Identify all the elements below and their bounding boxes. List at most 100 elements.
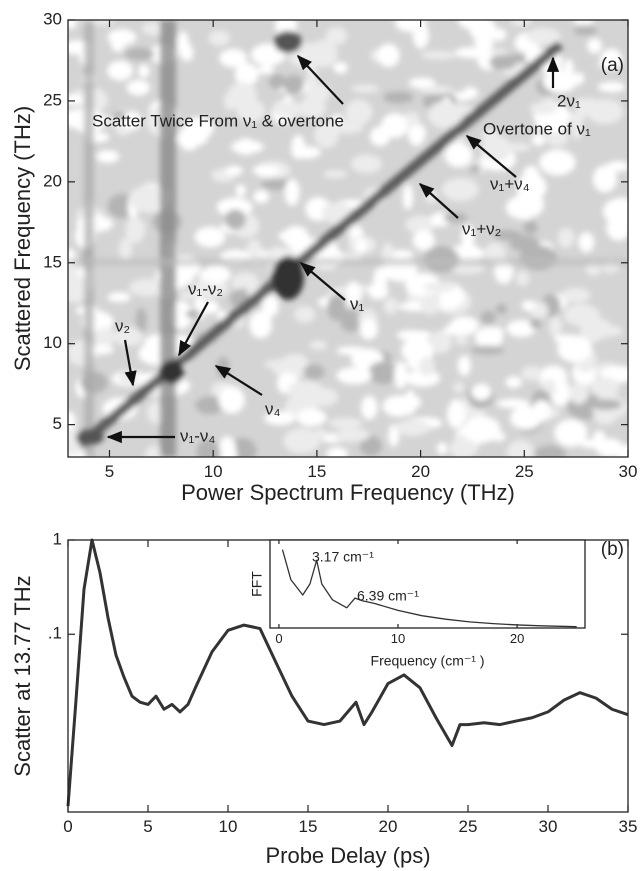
contour-blob [532, 400, 552, 422]
x-axis-label: Frequency (cm⁻¹ ) [371, 653, 485, 669]
x-tick-label: 20 [411, 462, 430, 481]
contour-blob [377, 43, 400, 68]
x-tick-label: 0 [63, 817, 72, 836]
x-axis-label: Probe Delay (ps) [265, 843, 430, 868]
contour-blob [334, 123, 353, 133]
annotation: ν₁+ν₂ [462, 219, 501, 238]
contour-blob [333, 61, 348, 74]
contour-blob [546, 130, 569, 147]
contour-ridge [76, 41, 564, 449]
contour-blob [299, 95, 327, 119]
annotation: Overtone of ν₁ [483, 119, 591, 138]
x-tick-label: 30 [539, 817, 558, 836]
contour-blob [589, 399, 622, 410]
contour-blob [597, 81, 626, 93]
arrow [299, 262, 346, 301]
data-line [281, 549, 577, 628]
contour-blob [208, 30, 231, 46]
contour-blob [505, 195, 540, 220]
y-tick-label: 15 [43, 252, 62, 271]
annotation: ν₄ [265, 399, 281, 418]
contour-blob [217, 310, 228, 321]
x-tick-label: 0 [275, 631, 282, 646]
contour-blob [561, 287, 591, 303]
contour-blob [383, 91, 414, 104]
contour-blob [192, 278, 229, 299]
contour-blob [578, 232, 595, 253]
contour-blob [408, 77, 436, 89]
contour-blob [469, 164, 481, 174]
contour-blob [196, 439, 221, 457]
contour-blob [287, 380, 324, 401]
contour-blob [145, 445, 163, 457]
contour-blob [138, 64, 150, 78]
contour-blob [68, 94, 85, 106]
contour-blob [453, 433, 469, 457]
contour-blob [453, 382, 464, 393]
contour-blob [272, 101, 304, 118]
contour-band [160, 20, 176, 457]
arrow [465, 135, 517, 178]
contour-blob [420, 51, 457, 60]
contour-blob [444, 143, 473, 168]
contour-blob [185, 309, 201, 319]
contour-blob [296, 408, 327, 427]
contour-blob [141, 22, 166, 36]
contour-blob [516, 173, 547, 201]
contour-blob [549, 315, 563, 338]
data-line [66, 538, 629, 807]
contour-peak [160, 360, 184, 384]
contour-map [68, 20, 628, 457]
y-axis-label: Scatter at 13.77 THz [10, 575, 35, 776]
contour-blob [107, 29, 137, 46]
contour-blob [118, 237, 133, 261]
contour-blob [224, 209, 246, 230]
arrow [178, 301, 209, 357]
contour-blob [489, 54, 517, 70]
panel-label: (b) [601, 539, 624, 560]
annotation: ν₁-ν₂ [188, 279, 223, 298]
contour-blob [510, 20, 532, 26]
contour-blob [68, 411, 76, 434]
contour-blob [218, 386, 245, 414]
contour-blob [96, 150, 120, 163]
contour-blob [355, 237, 367, 254]
contour-blob [534, 119, 569, 133]
contour-blob [230, 140, 264, 154]
plot-frame [269, 539, 586, 629]
contour-blob [278, 231, 291, 241]
contour-blob [373, 267, 388, 293]
contour-blob [559, 426, 587, 440]
contour-blob [471, 383, 492, 401]
y-tick-label: 10 [43, 333, 62, 352]
annotation: 3.17 cm⁻¹ [312, 549, 374, 565]
contour-blob [461, 224, 475, 251]
annotation: ν₁+ν₄ [490, 174, 530, 193]
contour-blob [526, 27, 561, 45]
contour-blob [587, 38, 602, 54]
contour-blob [260, 178, 294, 191]
plot-frame [67, 19, 629, 458]
contour-blob [195, 396, 225, 415]
contour-blob [369, 126, 391, 147]
contour-blob [359, 435, 382, 457]
arrow [296, 54, 344, 105]
contour-blob [268, 73, 286, 90]
contour-blob [430, 330, 452, 354]
contour-blob [531, 133, 546, 146]
contour-blob [126, 79, 151, 96]
x-tick-label: 20 [379, 817, 398, 836]
contour-blob [462, 86, 479, 100]
contour-blob [446, 400, 466, 429]
contour-blob [579, 438, 615, 449]
contour-blob [441, 177, 479, 202]
contour-blob [250, 43, 286, 66]
contour-blob [234, 62, 259, 86]
y-tick-label: 30 [43, 9, 62, 28]
contour-blob [261, 294, 279, 318]
x-tick-label: 10 [219, 817, 238, 836]
contour-blob [454, 336, 468, 346]
y-axis-label: Scattered Frequency (THz) [10, 106, 35, 371]
contour-blob [291, 134, 306, 160]
